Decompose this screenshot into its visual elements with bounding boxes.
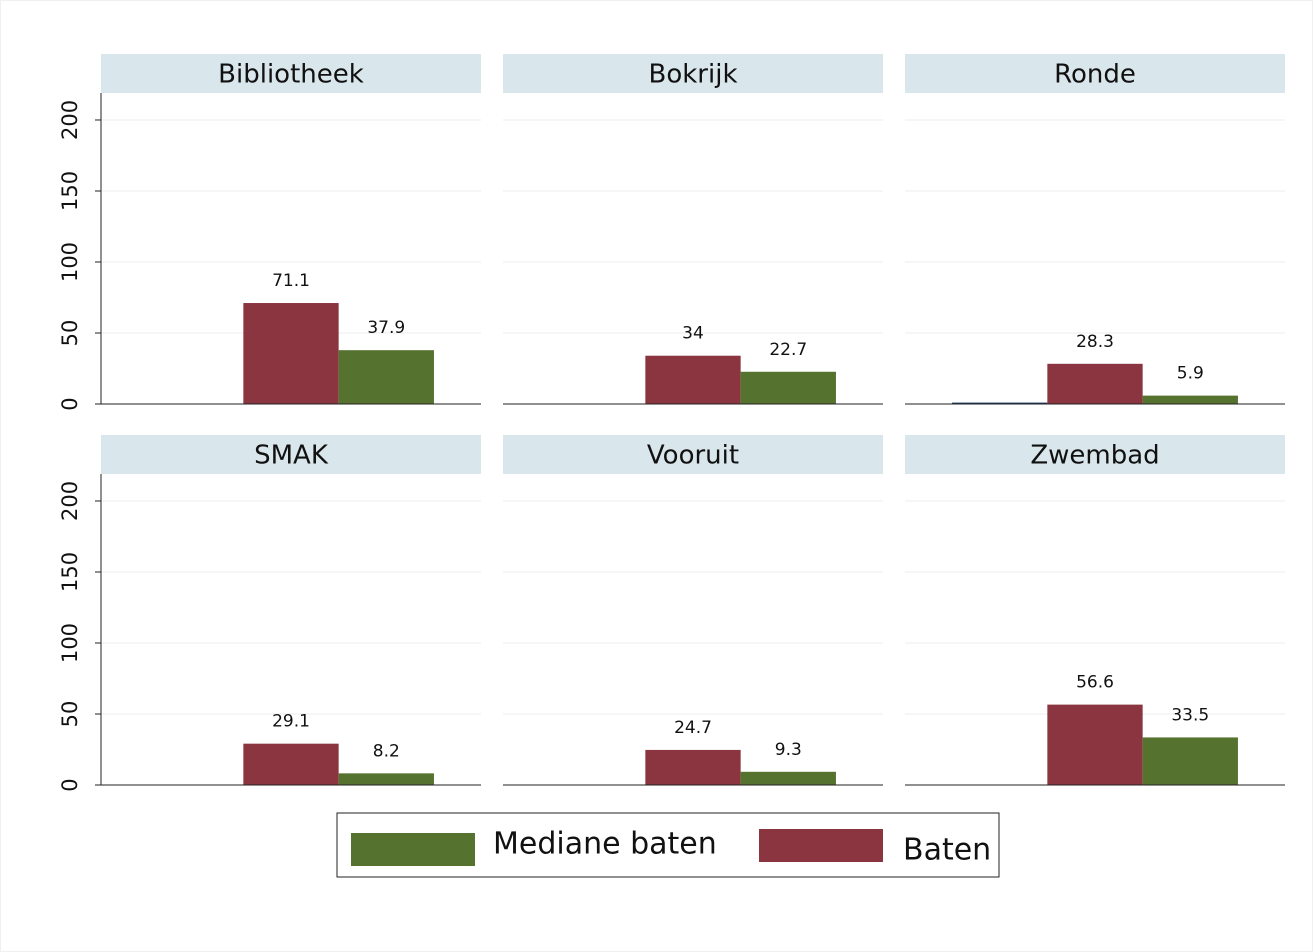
y-tick-label: 200: [58, 481, 82, 521]
facet-title: Vooruit: [647, 441, 739, 471]
bar: [1047, 363, 1143, 404]
bar: [740, 371, 836, 404]
facet-title: Bokrijk: [649, 60, 738, 90]
bar: [1142, 395, 1238, 404]
value-label: 9.3: [775, 740, 802, 760]
legend-label: Mediane baten: [493, 827, 717, 862]
value-label: 24.7: [674, 718, 712, 738]
value-label: 37.9: [367, 318, 405, 338]
bar: [338, 773, 434, 785]
y-tick-label: 0: [58, 778, 82, 791]
value-label: 22.7: [769, 340, 807, 360]
facet-strip: [503, 54, 883, 93]
facet-strip: [503, 435, 883, 474]
bar: [243, 743, 339, 785]
facet-strip: [905, 54, 1285, 93]
bar: [740, 771, 836, 785]
y-tick-label: 0: [58, 397, 82, 410]
y-tick-label: 200: [58, 100, 82, 140]
bar: [645, 355, 741, 404]
value-label: 8.2: [373, 741, 400, 761]
y-tick-label: 150: [58, 171, 82, 211]
value-label: 71.1: [272, 271, 310, 291]
y-tick-label: 100: [58, 623, 82, 663]
value-label: 28.3: [1076, 332, 1114, 352]
bar: [243, 303, 339, 404]
facet-strip: [905, 435, 1285, 474]
y-tick-label: 50: [58, 320, 82, 347]
value-label: 56.6: [1076, 673, 1114, 693]
facet-title: Zwembad: [1030, 441, 1159, 471]
value-label: 5.9: [1177, 364, 1204, 384]
bar: [1142, 737, 1238, 785]
facet-strip: [101, 54, 481, 93]
legend-swatch: [351, 833, 475, 866]
bar: [952, 402, 1048, 404]
facet-title: Bibliotheek: [218, 60, 364, 90]
facet-title: SMAK: [254, 441, 329, 471]
bar: [645, 749, 741, 785]
facet-strip: [101, 435, 481, 474]
legend-label: Baten: [903, 833, 991, 868]
y-tick-label: 100: [58, 242, 82, 282]
bar: [1047, 704, 1143, 785]
y-tick-label: 50: [58, 701, 82, 728]
facet-title: Ronde: [1054, 60, 1136, 90]
value-label: 33.5: [1171, 705, 1209, 725]
value-label: 29.1: [272, 712, 310, 732]
value-label: 34: [682, 324, 704, 344]
y-tick-label: 150: [58, 552, 82, 592]
legend-swatch: [759, 829, 883, 862]
bar: [338, 350, 434, 404]
